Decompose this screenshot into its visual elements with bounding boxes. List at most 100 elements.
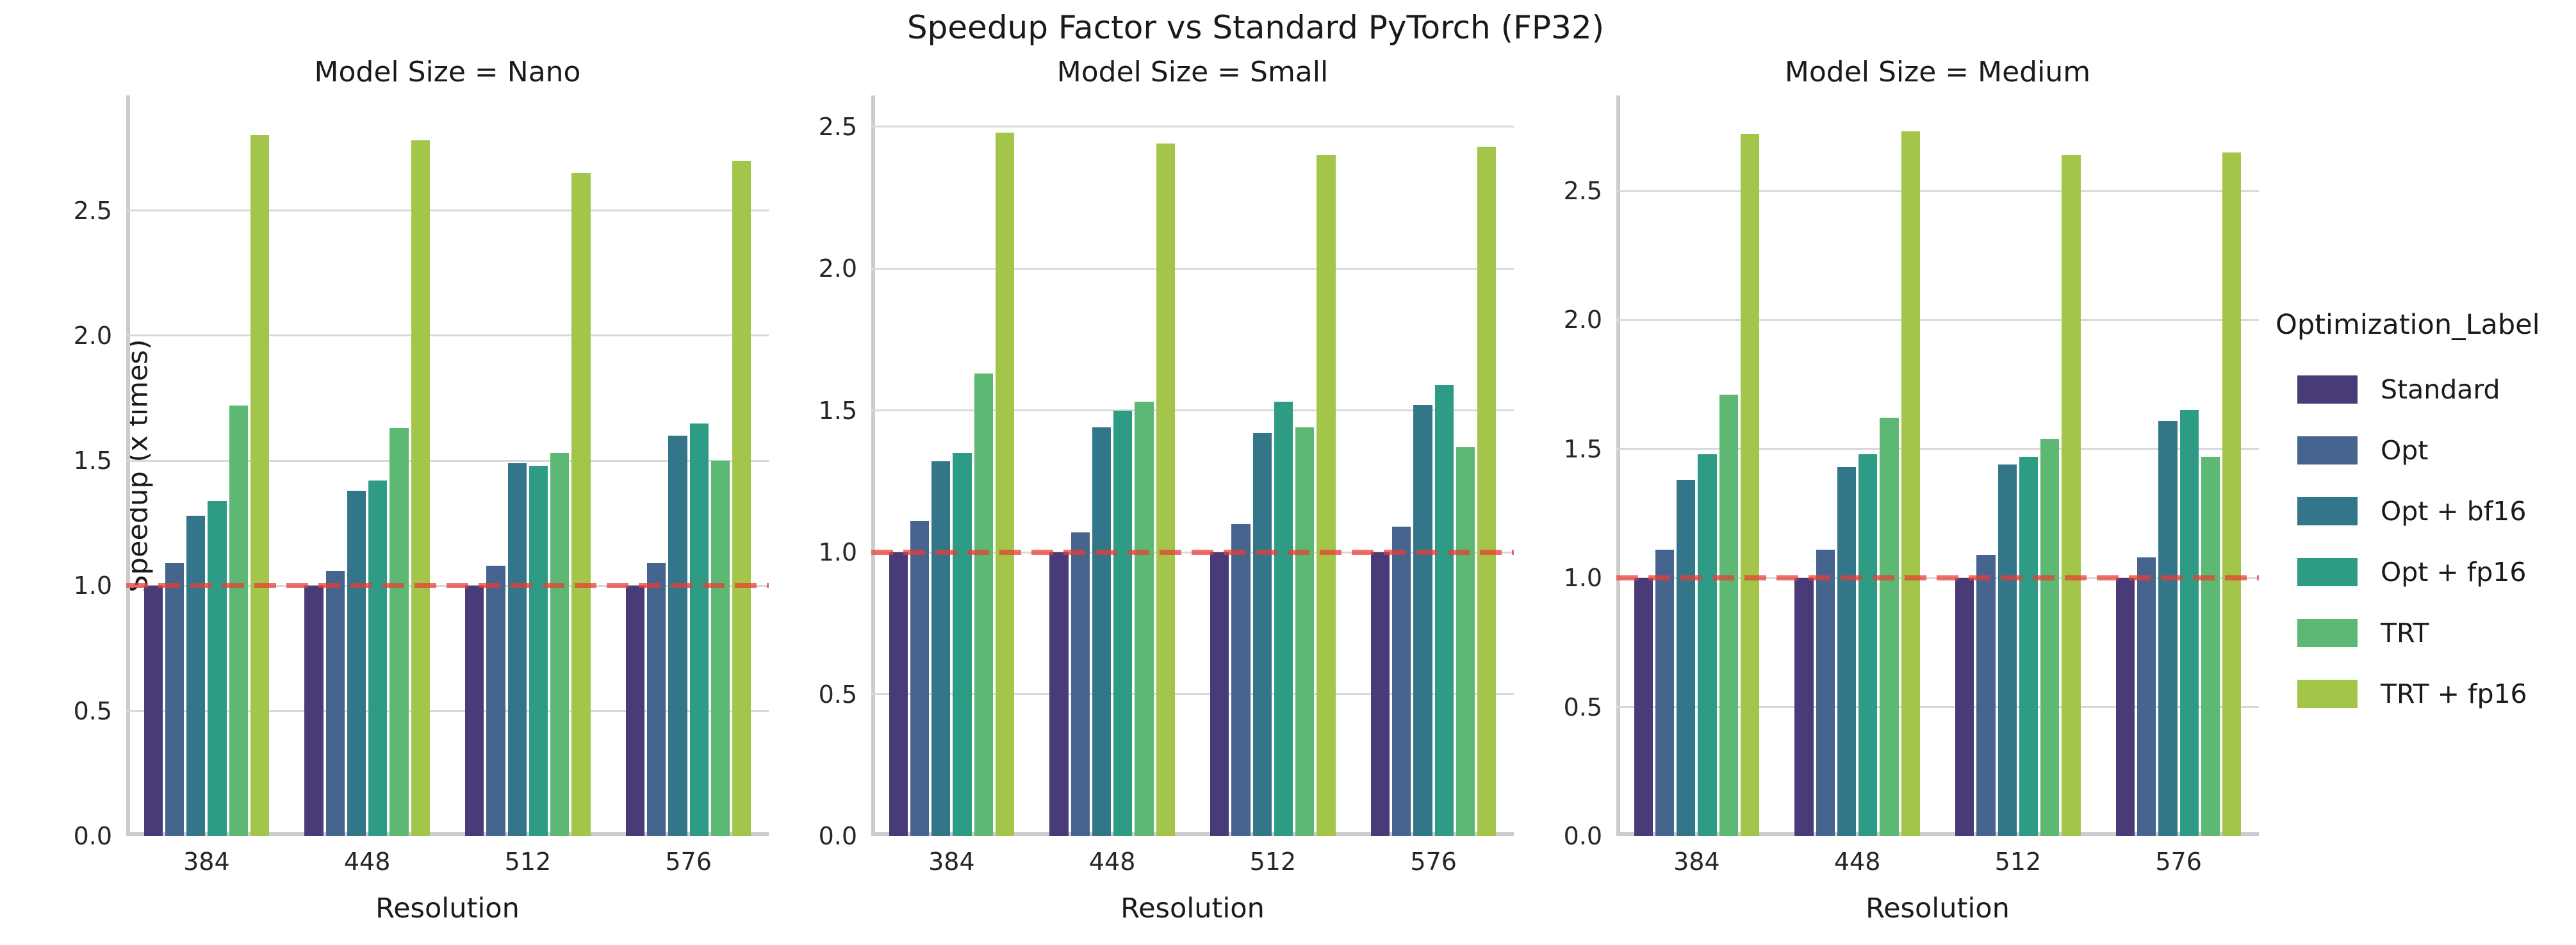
x-tick-label: 512 — [1249, 848, 1297, 876]
bar-trt-448 — [390, 428, 409, 836]
bar-standard-384 — [144, 586, 163, 836]
bar-opt-448 — [325, 571, 345, 836]
y-tick-label: 0.5 — [1563, 693, 1602, 721]
bar-opt-576 — [647, 563, 666, 836]
bar-opt-bf16-512 — [1252, 433, 1272, 836]
bar-standard-384 — [1634, 578, 1653, 836]
y-tick-label: 2.0 — [818, 254, 857, 283]
bar-trt-fp16-512 — [571, 173, 591, 836]
bar-standard-448 — [1049, 552, 1069, 836]
legend-swatch — [2297, 436, 2358, 464]
bar-opt-bf16-448 — [1837, 467, 1857, 836]
grid-line — [1616, 318, 2259, 321]
grid-line — [871, 126, 1514, 128]
x-axis-label: Resolution — [375, 892, 520, 924]
x-tick-label: 384 — [1673, 848, 1720, 876]
bar-trt-576 — [2201, 456, 2220, 836]
legend-label: Opt + bf16 — [2381, 495, 2527, 527]
bar-opt-fp16-512 — [2019, 456, 2039, 836]
facet-title: Model Size = Nano — [314, 56, 581, 88]
bar-trt-fp16-448 — [1901, 131, 1920, 836]
legend-swatch — [2297, 557, 2358, 586]
x-tick-label: 576 — [1410, 848, 1457, 876]
bar-opt-fp16-384 — [953, 453, 972, 836]
y-tick-label: 1.5 — [73, 447, 112, 475]
bar-opt-512 — [1231, 523, 1251, 836]
bar-trt-448 — [1135, 402, 1154, 836]
bar-trt-fp16-576 — [732, 160, 751, 836]
legend-swatch — [2297, 497, 2358, 525]
bar-trt-512 — [550, 453, 570, 836]
bar-trt-512 — [1295, 427, 1315, 836]
bar-opt-384 — [165, 563, 185, 836]
y-tick-label: 2.0 — [1563, 306, 1602, 334]
bar-opt-448 — [1816, 549, 1835, 836]
legend-entry-standard: Standard — [2276, 359, 2540, 420]
grid-line — [126, 459, 769, 462]
bar-opt-fp16-384 — [208, 500, 227, 836]
bar-trt-384 — [1719, 395, 1738, 836]
bar-trt-384 — [229, 406, 248, 836]
y-tick-label: 0.5 — [818, 680, 857, 709]
bar-standard-384 — [889, 552, 908, 836]
bar-standard-512 — [1210, 552, 1229, 836]
bar-trt-fp16-448 — [1156, 144, 1175, 836]
facet-title: Model Size = Medium — [1784, 56, 2091, 88]
bar-opt-fp16-384 — [1698, 454, 1717, 836]
bar-trt-384 — [974, 374, 993, 836]
legend-swatch — [2297, 375, 2358, 404]
bar-opt-fp16-512 — [529, 466, 548, 836]
x-tick-label: 384 — [183, 848, 230, 876]
legend-entry-opt-bf16: Opt + bf16 — [2276, 481, 2540, 541]
bar-opt-bf16-512 — [507, 463, 527, 836]
legend-swatch — [2297, 618, 2358, 647]
y-tick-label: 2.5 — [818, 112, 857, 141]
x-tick-label: 512 — [1994, 848, 2042, 876]
grid-line — [1616, 448, 2259, 450]
y-tick-label: 0.0 — [818, 822, 857, 850]
bar-opt-bf16-448 — [347, 491, 366, 836]
legend-title: Optimization_Label — [2276, 309, 2540, 341]
bar-opt-512 — [486, 566, 505, 836]
bar-standard-576 — [2115, 578, 2135, 836]
legend-entry-trt-fp16: TRT + fp16 — [2276, 663, 2540, 724]
grid-line — [126, 334, 769, 337]
grid-line — [126, 710, 769, 712]
legend-label: Standard — [2381, 374, 2500, 405]
bar-opt-bf16-384 — [931, 461, 951, 836]
facet-title: Model Size = Small — [1056, 56, 1329, 88]
legend-label: Opt — [2381, 434, 2429, 466]
figure-title: Speedup Factor vs Standard PyTorch (FP32… — [907, 9, 1605, 46]
bar-opt-fp16-448 — [1858, 454, 1878, 836]
bar-trt-fp16-384 — [250, 135, 270, 836]
bar-standard-576 — [625, 586, 645, 836]
bar-trt-448 — [1880, 418, 1899, 836]
bar-opt-512 — [1976, 554, 1996, 836]
baseline-reference-line — [871, 550, 1514, 555]
x-axis-label: Resolution — [1120, 892, 1265, 924]
x-tick-label: 576 — [665, 848, 712, 876]
facet-panel-nano: Model Size = Nano 0.0 0.5 1.0 1.5 2.0 2.5 384 44… — [74, 56, 769, 924]
y-tick-label: 0.0 — [1563, 822, 1602, 850]
legend-label: Opt + fp16 — [2381, 556, 2527, 588]
x-tick-label: 448 — [343, 848, 391, 876]
axes-spines — [871, 95, 1514, 836]
bar-opt-384 — [910, 521, 930, 836]
y-tick-label: 2.5 — [73, 196, 112, 225]
x-axis-label: Resolution — [1866, 892, 2010, 924]
y-tick-label: 2.0 — [73, 321, 112, 350]
legend-items: Standard Opt Opt + bf16 Opt + fp16 TRT TRT + … — [2276, 359, 2540, 724]
bar-trt-fp16-512 — [1317, 155, 1336, 836]
bar-opt-fp16-512 — [1274, 402, 1293, 836]
y-tick-label: 0.5 — [73, 696, 112, 725]
baseline-reference-line — [1616, 575, 2259, 581]
bar-opt-fp16-576 — [689, 423, 709, 836]
bar-opt-fp16-448 — [368, 481, 388, 836]
y-tick-label: 0.0 — [73, 822, 112, 850]
x-tick-label: 384 — [928, 848, 975, 876]
legend-entry-opt: Opt — [2276, 420, 2540, 481]
grid-line — [871, 409, 1514, 412]
bar-opt-fp16-576 — [1434, 384, 1454, 836]
bar-opt-bf16-448 — [1092, 427, 1112, 836]
legend-swatch — [2297, 679, 2358, 708]
